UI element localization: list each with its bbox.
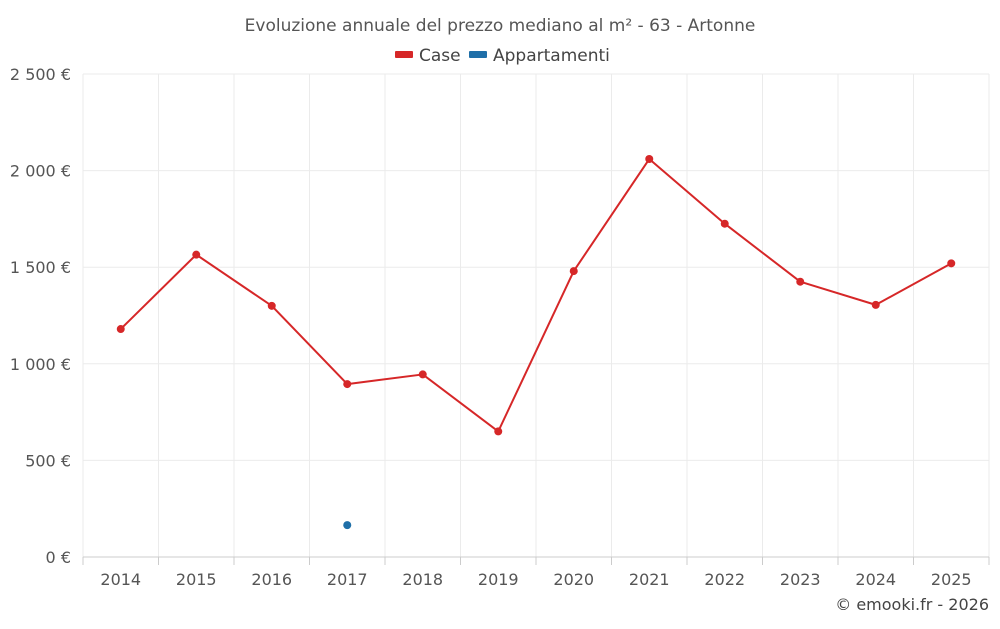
data-point-case[interactable] <box>494 427 503 436</box>
data-point-case[interactable] <box>343 380 352 389</box>
legend-swatch-appartamenti[interactable] <box>469 51 487 58</box>
data-point-case[interactable] <box>947 259 956 268</box>
data-point-case[interactable] <box>418 370 427 379</box>
y-tick-label: 1 500 € <box>10 258 71 277</box>
data-point-case[interactable] <box>192 250 201 259</box>
y-tick-label: 2 500 € <box>10 65 71 84</box>
legend-swatch-case[interactable] <box>395 51 413 58</box>
data-point-case[interactable] <box>645 155 654 164</box>
series <box>116 155 956 530</box>
x-tick-label: 2021 <box>629 570 670 589</box>
x-tick-label: 2025 <box>931 570 972 589</box>
series-line-case <box>120 158 952 433</box>
data-point-case[interactable] <box>871 300 880 309</box>
grid <box>82 73 990 557</box>
x-tick-label: 2020 <box>553 570 594 589</box>
data-point-case[interactable] <box>267 301 276 310</box>
data-point-case[interactable] <box>720 219 729 228</box>
y-tick-label: 0 € <box>46 548 71 567</box>
x-tick-label: 2019 <box>478 570 519 589</box>
axes: 0 € 500 € 1 000 € 1 500 € 2 000 € 2 500 € 2014… <box>10 65 990 589</box>
legend-label-appartamenti[interactable]: Appartamenti <box>493 46 610 66</box>
y-tick-label: 500 € <box>25 451 71 470</box>
x-tick-label: 2015 <box>176 570 217 589</box>
x-tick-label: 2017 <box>327 570 368 589</box>
credit-text: © emooki.fr - 2026 <box>835 595 989 614</box>
data-point-case[interactable] <box>569 267 578 276</box>
x-tick-label: 2022 <box>704 570 745 589</box>
legend: Case Appartamenti <box>395 46 610 66</box>
x-tick-label: 2024 <box>855 570 896 589</box>
chart-title: Evoluzione annuale del prezzo mediano al… <box>245 16 756 36</box>
x-tick-label: 2014 <box>100 570 141 589</box>
x-tick-label: 2018 <box>402 570 443 589</box>
y-tick-label: 1 000 € <box>10 355 71 374</box>
x-tick-label: 2016 <box>251 570 292 589</box>
x-tick-label: 2023 <box>780 570 821 589</box>
data-point-appartamenti[interactable] <box>343 521 352 530</box>
data-point-case[interactable] <box>796 277 805 286</box>
y-tick-label: 2 000 € <box>10 162 71 181</box>
legend-label-case[interactable]: Case <box>419 46 461 66</box>
data-point-case[interactable] <box>116 325 125 334</box>
